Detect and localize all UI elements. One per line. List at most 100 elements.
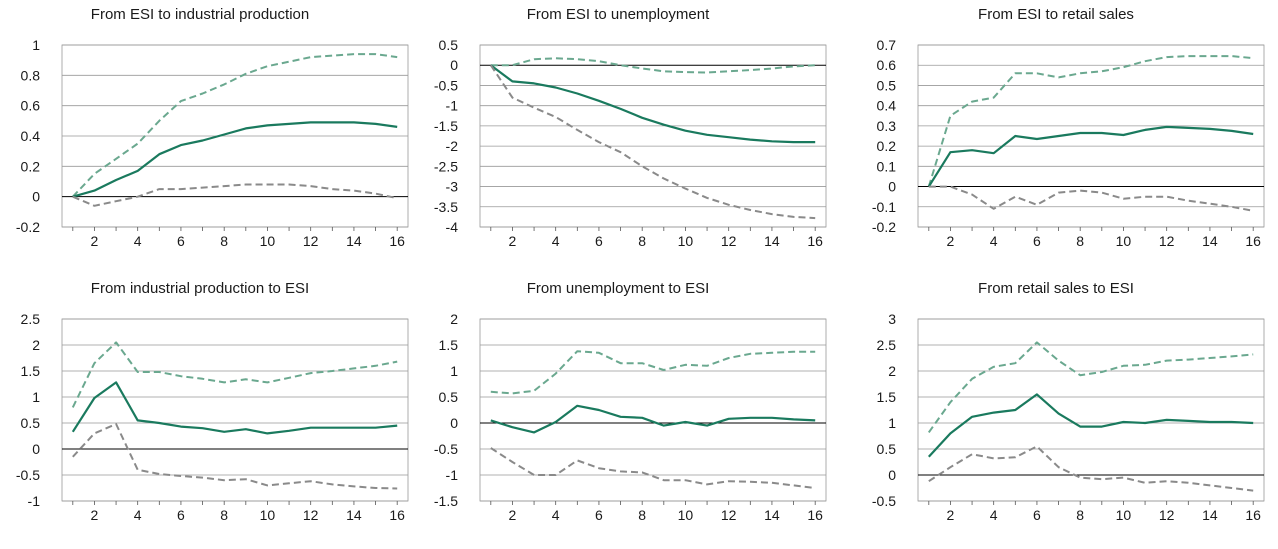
x-tick-label: 14	[764, 233, 780, 249]
chart-panel-esi-to-industrial-production: From ESI to industrial production -0.2 0 0…	[0, 0, 409, 270]
y-tick-label: 1.5	[439, 337, 459, 353]
x-tick-label: 6	[177, 507, 185, 523]
y-tick-label: -2.5	[434, 158, 458, 174]
series-line-lower	[928, 185, 1254, 212]
chart-panel-industrial-production-to-esi: From industrial production to ESI -1 -0.5…	[0, 274, 409, 544]
y-tick-label: 3	[888, 311, 896, 327]
y-tick-label: 2	[450, 311, 458, 327]
series-line-upper	[927, 55, 1254, 187]
series-line-lower	[72, 183, 398, 207]
y-tick-label: 1	[32, 389, 40, 405]
x-tick-label: 2	[509, 233, 517, 249]
y-tick-label: -0.5	[434, 441, 458, 457]
chart-title: From ESI to industrial production	[90, 6, 310, 23]
y-tick-label: 0	[888, 179, 896, 195]
chart-title: From industrial production to ESI	[90, 280, 310, 297]
x-tick-label: 4	[134, 233, 142, 249]
series-line-median	[490, 64, 816, 144]
x-tick-label: 10	[678, 507, 694, 523]
x-tick-label: 16	[1245, 233, 1261, 249]
chart-plot: -1 -0.5 0 0.5 1 1.5 2 2.5 2 4 6 8 10 12 14 16	[16, 311, 409, 523]
y-tick-label: -1	[28, 493, 41, 509]
x-tick-label: 6	[177, 233, 185, 249]
y-tick-label: -2	[446, 138, 459, 154]
y-tick-label: 0.4	[877, 98, 897, 114]
plot-frame	[61, 44, 409, 228]
y-tick-label: 1	[888, 415, 896, 431]
series-line-median	[71, 381, 398, 435]
y-tick-label: -1.5	[434, 118, 458, 134]
y-tick-label: 0.5	[877, 441, 897, 457]
chart-title: From unemployment to ESI	[526, 280, 710, 297]
chart-plot: -0.2 -0.1 0 0.1 0.2 0.3 0.4 0.5 0.6 0.7 2 4 6 8 10 12 14…	[872, 37, 1265, 249]
y-tick-label: -3	[446, 179, 459, 195]
y-tick-label: 0.5	[21, 415, 41, 431]
x-tick-label: 16	[807, 233, 823, 249]
chart-plot: -4 -3.5 -3 -2.5 -2 -1.5 -1 -0.5 0 0.5 2 4 6 8 10 12 14 16	[434, 37, 827, 249]
x-tick-label: 10	[1116, 233, 1132, 249]
series-line-upper	[72, 53, 398, 198]
x-tick-label: 16	[389, 233, 405, 249]
y-tick-label: 0.6	[877, 57, 897, 73]
series-line-lower	[72, 423, 398, 490]
y-tick-label: 1.5	[877, 389, 897, 405]
x-tick-label: 16	[1245, 507, 1261, 523]
series-line-lower	[928, 445, 1254, 492]
x-tick-label: 14	[764, 507, 780, 523]
chart-panel-esi-to-retail-sales: From ESI to retail sales -0.2 -0.1 0 0.1 0.2…	[856, 0, 1265, 270]
x-tick-label: 12	[721, 507, 737, 523]
x-tick-label: 16	[807, 507, 823, 523]
chart-title: From retail sales to ESI	[978, 280, 1134, 297]
series-line-upper	[71, 341, 398, 408]
x-tick-label: 8	[220, 507, 228, 523]
x-tick-label: 16	[389, 507, 405, 523]
y-tick-label: 2	[888, 363, 896, 379]
y-tick-label: -4	[446, 219, 459, 235]
x-tick-label: 10	[678, 233, 694, 249]
y-tick-label: 0.2	[877, 138, 897, 154]
x-tick-label: 2	[91, 507, 99, 523]
series-line-upper	[927, 341, 1254, 433]
y-tick-label: 0.5	[439, 389, 459, 405]
x-tick-label: 4	[990, 233, 998, 249]
x-tick-label: 14	[346, 233, 362, 249]
x-tick-label: 6	[1033, 507, 1041, 523]
series-line-lower	[489, 64, 816, 220]
y-tick-label: 0	[450, 57, 458, 73]
y-tick-label: 0	[32, 441, 40, 457]
y-tick-label: -1.5	[434, 493, 458, 509]
x-tick-label: 12	[303, 507, 319, 523]
y-tick-label: -1	[446, 467, 459, 483]
x-tick-label: 10	[260, 233, 276, 249]
series-line-upper	[490, 350, 816, 395]
y-tick-label: -1	[446, 98, 459, 114]
x-tick-label: 12	[1159, 233, 1175, 249]
y-tick-label: 1	[450, 363, 458, 379]
x-tick-label: 12	[303, 233, 319, 249]
x-tick-label: 8	[638, 507, 646, 523]
y-tick-label: 1.5	[21, 363, 41, 379]
x-tick-label: 2	[947, 507, 955, 523]
y-tick-label: -0.1	[872, 199, 896, 215]
y-tick-label: -0.5	[16, 467, 40, 483]
y-tick-label: 0.4	[21, 128, 41, 144]
y-tick-label: 0.6	[21, 98, 41, 114]
y-tick-label: 0.3	[877, 118, 897, 134]
x-tick-label: 2	[947, 233, 955, 249]
x-tick-label: 14	[346, 507, 362, 523]
plot-frame	[917, 318, 1265, 502]
y-tick-label: -0.5	[872, 493, 896, 509]
series-line-median	[72, 121, 398, 198]
chart-title: From ESI to unemployment	[526, 6, 710, 23]
y-tick-label: 0.5	[877, 77, 897, 93]
x-tick-label: 8	[1076, 507, 1084, 523]
x-tick-label: 10	[1116, 507, 1132, 523]
x-tick-label: 14	[1202, 507, 1218, 523]
y-tick-label: 0.8	[21, 67, 41, 83]
y-tick-label: -0.5	[434, 77, 458, 93]
x-tick-label: 4	[990, 507, 998, 523]
chart-title: From ESI to retail sales	[978, 6, 1134, 23]
plot-frame	[917, 44, 1265, 228]
x-tick-label: 6	[1033, 233, 1041, 249]
x-tick-label: 4	[134, 507, 142, 523]
